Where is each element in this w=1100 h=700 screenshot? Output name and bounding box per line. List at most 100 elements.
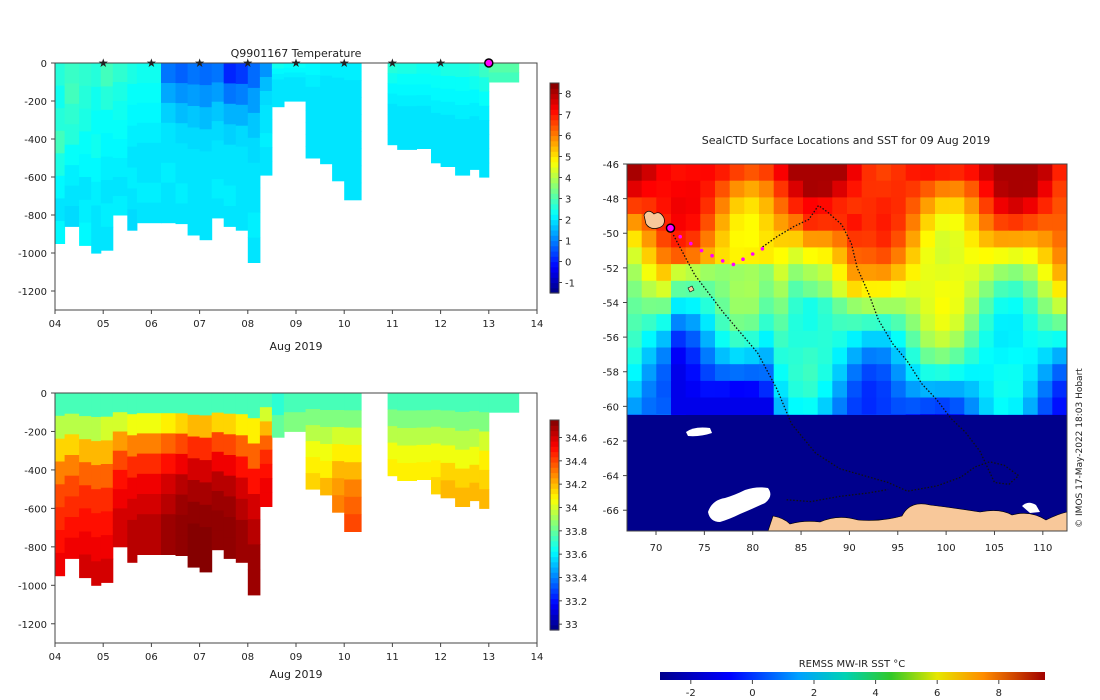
lat-tick-label: -64 (603, 472, 619, 483)
profile-cell (344, 514, 362, 532)
sst-cell (847, 264, 863, 282)
profile-cell (431, 150, 442, 164)
sst-cell (1052, 314, 1067, 332)
sst-cell (627, 314, 643, 332)
sst-cell (715, 347, 731, 365)
profile-cell (320, 88, 333, 102)
profile-cell (259, 105, 273, 120)
profile-cell (431, 125, 442, 139)
sst-cell (656, 364, 672, 382)
sst-cell (1037, 397, 1053, 415)
sst-cell (1037, 247, 1053, 265)
profile-cell (199, 217, 213, 241)
sst-cell (700, 197, 716, 215)
sst-cell (1052, 364, 1067, 382)
sst-cell (1052, 330, 1067, 349)
map-title: SealCTD Surface Locations and SST for 09… (702, 134, 991, 147)
sst-cell (876, 330, 892, 349)
profile-cell (397, 445, 417, 464)
colorbar-tick-label: 33.8 (565, 527, 587, 538)
profile-cell (305, 134, 321, 147)
profile-cell (136, 494, 162, 515)
profile-cell (175, 494, 189, 516)
profile-cell (211, 491, 225, 512)
sst-cell (905, 264, 921, 282)
profile-cell (79, 177, 92, 201)
profile-cell (64, 496, 80, 518)
profile-cell (397, 95, 417, 107)
profile-cell (91, 465, 102, 490)
lat-tick-label: -46 (603, 160, 619, 171)
sst-cell (759, 280, 775, 299)
sst-cell (1008, 180, 1024, 198)
profile-cell (247, 112, 261, 139)
profile-cell (112, 431, 128, 452)
colorbar-segment (550, 525, 559, 531)
sst-cell (773, 314, 789, 332)
profile-cell (344, 148, 362, 167)
profile-cell (247, 468, 261, 495)
profile-cell (320, 63, 333, 77)
colorbar-segment (550, 488, 559, 495)
sst-cell (891, 330, 907, 349)
profile-cell (79, 485, 92, 509)
colorbar-segment (550, 619, 559, 626)
sst-cell (993, 364, 1009, 382)
kerguelen-island (643, 210, 665, 229)
profile-cell (175, 453, 189, 475)
colorbar-segment (550, 130, 559, 137)
colorbar-segment (550, 530, 559, 537)
profile-cell (305, 441, 321, 458)
colorbar-segment (550, 114, 559, 121)
sst-cell (685, 364, 701, 382)
sst-cell (847, 280, 863, 299)
sst-cell (685, 330, 701, 349)
colorbar-segment (550, 151, 559, 158)
sst-cell (891, 297, 907, 315)
sst-cell (671, 314, 687, 332)
profile-cell (247, 237, 261, 263)
sst-cell (861, 264, 877, 282)
sst-cell (700, 314, 716, 332)
profile-cell (479, 393, 490, 413)
profile-cell (431, 137, 442, 151)
colorbar-tick-label: 2 (565, 216, 571, 227)
sst-cell (641, 180, 657, 198)
profile-cell (397, 428, 417, 446)
profile-cell (187, 149, 201, 171)
sst-cell (773, 264, 789, 282)
profile-cell (223, 475, 237, 497)
y-tick-label: 0 (41, 59, 47, 70)
colorbar-tick-label: 33.6 (565, 550, 587, 561)
profile-cell (271, 63, 285, 69)
sst-cell (876, 297, 892, 315)
sst-cell (715, 230, 731, 248)
sst-cell (876, 230, 892, 248)
sst-cell (817, 297, 833, 315)
profile-cell (91, 86, 102, 112)
profile-cell (223, 206, 237, 227)
profile-cell (344, 182, 362, 201)
profile-cell (332, 478, 345, 496)
sst-cell (656, 314, 672, 332)
profile-cell (161, 494, 176, 515)
profile-cell (161, 514, 176, 535)
sst-cell (773, 397, 789, 415)
profile-cell (469, 129, 480, 144)
y-tick-label: -1200 (18, 287, 47, 298)
colorbar-segment (550, 245, 559, 252)
sst-cell (876, 397, 892, 415)
profile-cell (175, 103, 189, 124)
sst-cell (876, 314, 892, 332)
profile-cell (112, 450, 128, 471)
profile-cell (64, 475, 80, 497)
sst-cell (627, 180, 643, 198)
colorbar-segment (550, 430, 559, 437)
profile-cell (247, 418, 261, 444)
x-tick-label: 14 (531, 319, 544, 330)
sst-cell (832, 164, 848, 182)
profile-cell (211, 451, 225, 472)
salinity-section-plot: 04 05 06 07 08 09 10 11 12 13 14 0 -200 -400 -600 -800… (18, 389, 587, 681)
profile-cell (305, 393, 321, 410)
recent-positions (678, 234, 765, 267)
